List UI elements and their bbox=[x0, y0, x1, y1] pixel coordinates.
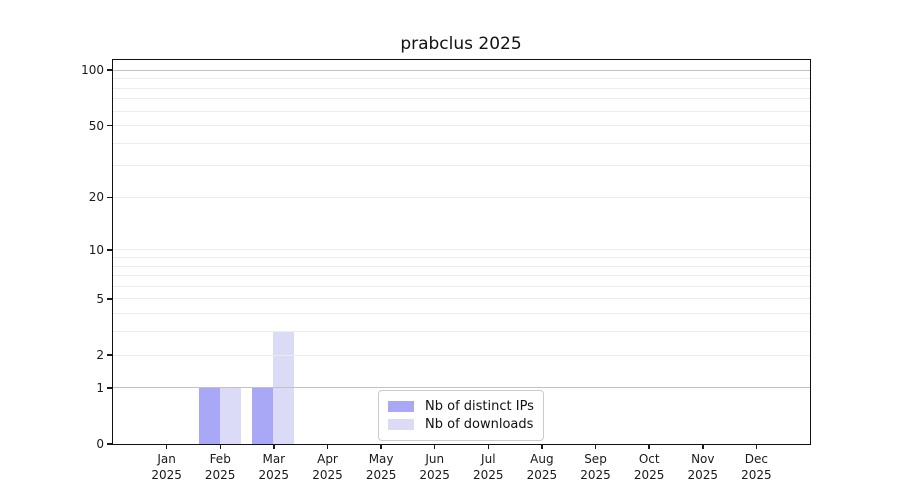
x-tick-mark bbox=[380, 444, 382, 449]
x-tick-label: Sep 2025 bbox=[564, 452, 628, 483]
x-tick-month: Dec bbox=[744, 452, 768, 466]
gridline bbox=[112, 285, 810, 287]
y-tick-label: 20 bbox=[88, 190, 104, 205]
legend-swatch-downloads-icon bbox=[388, 418, 414, 430]
bar-distinct-ips bbox=[252, 387, 274, 444]
gridline bbox=[112, 142, 810, 144]
y-tick-mark bbox=[107, 69, 112, 71]
gridline bbox=[112, 249, 810, 251]
x-tick-label: Aug 2025 bbox=[510, 452, 574, 483]
x-tick-year: 2025 bbox=[258, 467, 290, 482]
gridline bbox=[112, 313, 810, 315]
x-tick-mark bbox=[755, 444, 758, 449]
y-tick-mark bbox=[107, 354, 112, 356]
y-tick-label: 1 bbox=[96, 380, 104, 395]
plot-area bbox=[111, 58, 811, 445]
legend-label-downloads: Nb of downloads bbox=[425, 416, 534, 432]
y-tick-mark bbox=[107, 249, 112, 251]
x-tick-month: Oct bbox=[638, 452, 660, 466]
x-tick-year: 2025 bbox=[365, 467, 397, 482]
y-tick-mark bbox=[107, 298, 112, 300]
x-tick-year: 2025 bbox=[151, 467, 182, 482]
gridline bbox=[112, 110, 810, 112]
y-tick-label: 100 bbox=[81, 63, 104, 78]
x-tick-mark bbox=[273, 444, 275, 449]
y-tick-label: 10 bbox=[88, 242, 104, 257]
x-tick-year: 2025 bbox=[473, 467, 504, 482]
x-tick-month: Jan bbox=[157, 452, 176, 466]
gridline bbox=[112, 69, 810, 71]
x-tick-year: 2025 bbox=[580, 467, 611, 482]
y-tick-mark bbox=[107, 196, 112, 199]
bar-distinct-ips bbox=[198, 387, 220, 444]
bar-downloads bbox=[219, 387, 241, 444]
x-tick-label: Feb 2025 bbox=[188, 452, 252, 483]
x-tick-label: Jul 2025 bbox=[456, 452, 520, 483]
x-tick-mark bbox=[219, 444, 221, 449]
x-tick-mark bbox=[487, 444, 490, 449]
x-tick-label: Mar 2025 bbox=[242, 452, 306, 483]
gridline bbox=[112, 125, 810, 126]
legend-swatch-distinct-ips-icon bbox=[388, 400, 414, 412]
y-tick-label: 0 bbox=[96, 437, 104, 451]
gridline bbox=[112, 78, 810, 80]
x-tick-month: Apr bbox=[317, 452, 338, 466]
gridline bbox=[112, 387, 810, 389]
x-tick-mark bbox=[702, 444, 704, 449]
x-tick-year: 2025 bbox=[312, 467, 343, 482]
x-tick-label: Jan 2025 bbox=[135, 452, 199, 483]
y-tick-label: 2 bbox=[96, 348, 104, 362]
bar-downloads bbox=[273, 331, 295, 444]
chart-title: prabclus 2025 bbox=[400, 34, 522, 54]
x-tick-label: Oct 2025 bbox=[617, 452, 681, 483]
x-tick-label: Jun 2025 bbox=[403, 452, 467, 483]
x-tick-label: May 2025 bbox=[349, 452, 413, 483]
x-tick-month: Jun bbox=[425, 452, 445, 466]
legend-label-distinct-ips: Nb of distinct IPs bbox=[425, 398, 534, 414]
x-tick-month: Sep bbox=[584, 452, 607, 466]
x-tick-mark bbox=[541, 444, 543, 449]
x-tick-month: Jul bbox=[481, 452, 496, 466]
x-tick-month: Aug bbox=[530, 452, 554, 466]
x-tick-label: Dec 2025 bbox=[724, 452, 788, 483]
x-tick-mark bbox=[594, 444, 597, 449]
legend: Nb of distinct IPs Nb of downloads bbox=[378, 390, 544, 441]
y-tick-label: 5 bbox=[96, 291, 104, 306]
y-tick-mark bbox=[107, 443, 112, 445]
x-tick-year: 2025 bbox=[419, 467, 450, 482]
gridline bbox=[112, 257, 810, 258]
gridline bbox=[112, 87, 810, 89]
y-tick-label: 50 bbox=[88, 118, 104, 133]
x-tick-mark bbox=[165, 444, 168, 449]
x-tick-month: Nov bbox=[691, 452, 715, 466]
gridline bbox=[112, 165, 810, 167]
x-tick-year: 2025 bbox=[633, 467, 665, 482]
gridline bbox=[112, 298, 810, 300]
x-tick-mark bbox=[433, 444, 436, 449]
legend-row-downloads: Nb of downloads bbox=[388, 416, 534, 432]
x-tick-month: Feb bbox=[209, 452, 231, 466]
gridline bbox=[112, 275, 810, 277]
gridline bbox=[112, 196, 810, 198]
x-tick-year: 2025 bbox=[741, 467, 772, 482]
x-tick-label: Nov 2025 bbox=[671, 452, 735, 483]
gridline bbox=[112, 98, 810, 100]
legend-row-distinct-ips: Nb of distinct IPs bbox=[388, 398, 534, 414]
x-tick-year: 2025 bbox=[204, 467, 236, 482]
x-tick-label: Apr 2025 bbox=[296, 452, 360, 483]
x-tick-year: 2025 bbox=[526, 467, 558, 482]
gridline bbox=[112, 331, 810, 333]
y-tick-mark bbox=[107, 387, 112, 389]
x-tick-month: Mar bbox=[262, 452, 286, 466]
gridline bbox=[112, 354, 810, 356]
x-tick-mark bbox=[326, 444, 329, 449]
x-tick-year: 2025 bbox=[687, 467, 719, 482]
y-tick-mark bbox=[107, 124, 112, 127]
x-tick-mark bbox=[648, 444, 650, 449]
x-tick-month: May bbox=[368, 452, 394, 466]
gridline bbox=[112, 265, 810, 267]
